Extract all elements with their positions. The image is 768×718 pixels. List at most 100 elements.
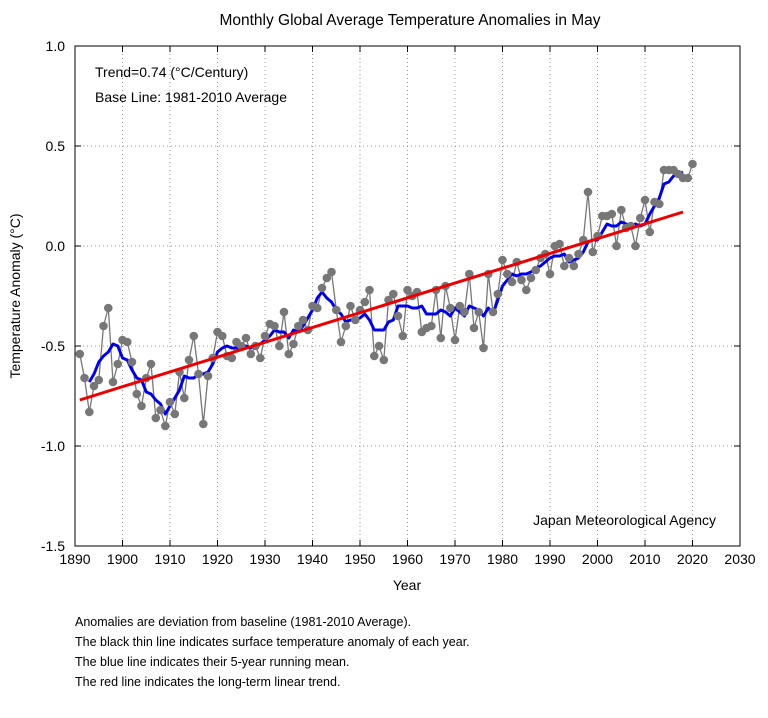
x-tick-label: 1910 [154,551,185,567]
anomaly-point [170,409,180,419]
anomaly-point [479,343,488,353]
y-tick-label: -1.0 [41,438,65,454]
anomaly-point [270,321,279,331]
anomaly-point [203,371,213,381]
y-tick-label: 1.0 [46,38,66,54]
anomaly-point [94,375,104,385]
chart-title: Monthly Global Average Temperature Anoma… [219,12,600,29]
anomaly-point [460,307,469,317]
anomaly-point [346,301,355,311]
y-tick-labels: 1.0 0.5 0.0 -0.5 -1.0 -1.5 [41,38,65,554]
anomaly-point [446,303,455,313]
running-mean-line [88,170,684,416]
x-tick-label: 1990 [534,551,565,567]
y-tick-label: 0.5 [46,138,66,154]
anomaly-point [612,241,621,251]
anomaly-point [493,289,503,299]
anomaly-point [555,239,564,249]
anomaly-point [688,159,697,169]
anomaly-point [370,351,379,361]
anomaly-point [389,289,398,299]
anomaly-point [374,341,384,351]
anomaly-point [336,337,346,347]
anomaly-point [241,333,251,343]
anomaly-point [80,373,89,383]
anomaly-point [655,199,664,209]
anomaly-point [127,357,137,367]
anomaly-point [469,323,479,333]
source-annotation: Japan Meteorological Agency [533,512,716,528]
x-tick-label: 1890 [59,551,90,567]
x-tick-label: 1900 [107,551,138,567]
anomaly-point [246,349,256,359]
anomaly-point [645,227,655,237]
anomaly-point [588,247,598,257]
anomaly-point [218,331,227,341]
anomaly-point [332,305,341,315]
anomaly-point [132,389,142,399]
anomaly-point [403,285,412,295]
anomaly-point [317,283,327,293]
anomaly-point [379,355,389,365]
anomaly-point [199,419,208,429]
anomaly-point [327,267,336,277]
anomaly-point [503,269,512,279]
anomaly-point [522,285,531,295]
chart-notes: Anomalies are deviation from baseline (1… [75,612,470,692]
x-tick-label: 1920 [202,551,233,567]
anomaly-point [294,321,303,331]
anomaly-point [436,333,446,343]
x-tick-labels: 1890 1900 1910 1920 1930 1940 1950 1960 1970 1980… [59,551,755,567]
anomaly-point [498,255,507,265]
anomaly-point [465,269,474,279]
x-axis-label: Year [393,577,422,593]
y-axis-label: Temperature Anomaly (°C) [7,213,23,378]
anomaly-point [583,187,593,197]
grid-lines [75,46,740,546]
anomaly-point [260,331,270,341]
anomaly-point [360,297,370,307]
trend-line [79,210,684,402]
x-tick-label: 1950 [344,551,375,567]
anomaly-point [636,213,645,223]
baseline-annotation: Base Line: 1981-2010 Average [95,89,287,105]
x-tick-label: 1970 [439,551,470,567]
anomaly-point [275,341,284,351]
anomaly-point [180,393,189,403]
anomaly-point [526,273,536,283]
anomaly-point [683,173,693,183]
anomaly-point [474,307,484,317]
anomaly-point [184,355,194,365]
anomaly-point [341,321,351,331]
anomaly-point [545,269,555,279]
anomaly-point [99,321,108,331]
anomaly-point [455,301,465,311]
series-layer [75,159,697,431]
trend-annotation: Trend=0.74 (°C/Century) [95,64,248,80]
anomaly-point [75,349,85,359]
x-tick-label: 2030 [724,551,755,567]
anomaly-point [322,273,332,283]
anomaly-point [631,241,640,251]
anomaly-point [365,285,374,295]
anomaly-point [450,335,460,345]
anomaly-point [298,315,308,325]
x-tick-label: 1960 [392,551,423,567]
anomaly-point [531,265,541,275]
x-tick-label: 1980 [487,551,518,567]
x-tick-label: 2010 [629,551,660,567]
anomaly-point [289,339,298,349]
y-tick-label: -1.5 [41,538,65,554]
anomaly-point [284,349,294,359]
anomaly-point [151,413,161,423]
anomaly-point [640,195,650,205]
anomaly-point [146,359,156,369]
anomaly-point [156,405,165,415]
x-tick-label: 1930 [249,551,280,567]
anomaly-point [104,303,113,313]
anomaly-point [560,261,569,271]
anomaly-point [194,369,203,379]
anomaly-point [165,397,175,407]
annual-anomaly-line [79,163,694,427]
x-tick-label: 2020 [677,551,708,567]
